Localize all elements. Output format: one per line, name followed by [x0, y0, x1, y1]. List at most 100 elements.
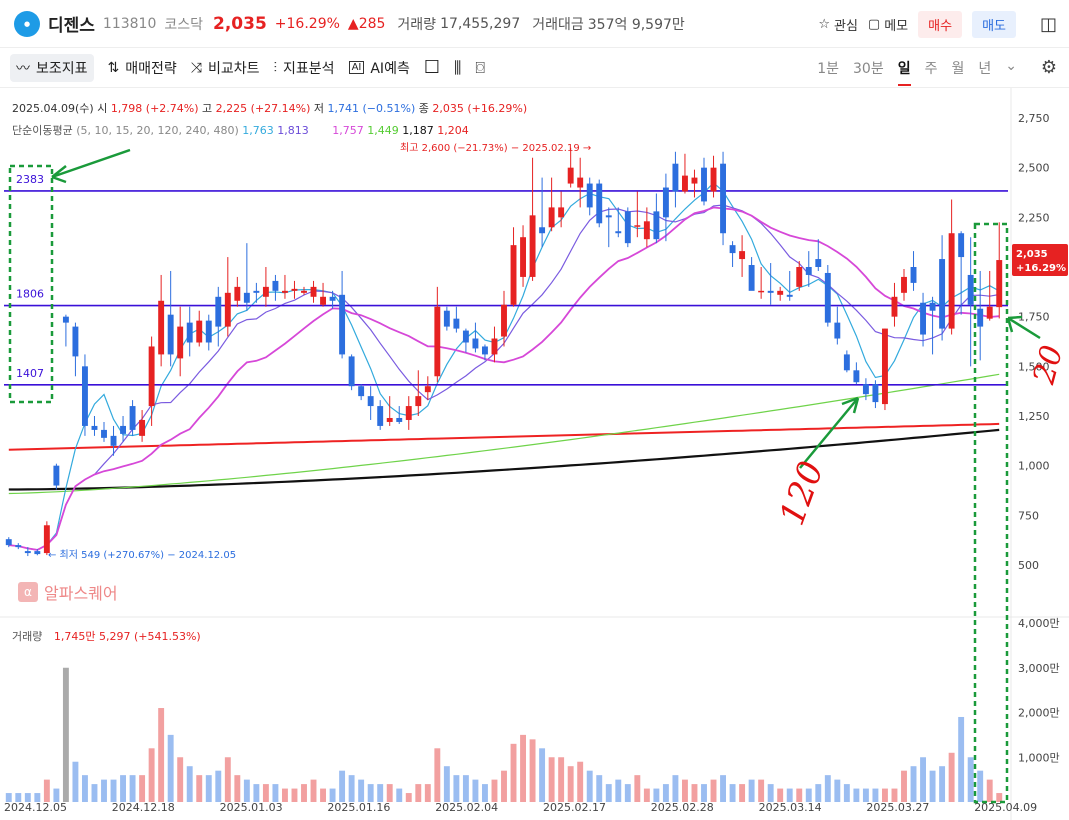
volume-bar: [882, 788, 888, 802]
volume-bar: [139, 775, 146, 802]
volume-bar: [853, 788, 860, 802]
indicators-button[interactable]: 〰 보조지표: [10, 53, 94, 82]
x-tick-label: 2025.01.03: [220, 801, 283, 814]
ma-legend: 단순이동평균 (5, 10, 15, 20, 120, 240, 480) 1,…: [12, 122, 469, 138]
y-tick-label: 1,750: [1018, 311, 1050, 324]
candle-body: [443, 310, 450, 327]
candle-body: [920, 302, 926, 335]
timeframe-week[interactable]: 주: [924, 61, 938, 77]
vol-tick-label: 3,000만: [1018, 662, 1060, 675]
volume-bar: [824, 775, 831, 802]
volume-bar: [5, 793, 12, 802]
volume-bar: [701, 784, 707, 802]
volume-bar: [910, 766, 917, 802]
ma10-value: 1,813: [277, 124, 309, 137]
volume-bar: [329, 788, 336, 802]
volume-bar: [234, 775, 241, 802]
timeframe-1min[interactable]: 1분: [817, 61, 839, 77]
open-label: 시: [97, 102, 108, 115]
volume-bar: [262, 784, 269, 802]
volume-bar: [177, 757, 184, 802]
volume-bar: [310, 779, 317, 802]
volume-bar: [862, 788, 869, 802]
volume-bar: [482, 784, 488, 802]
compare-label: 비교차트: [208, 60, 260, 77]
volume-bar: [367, 784, 374, 802]
candle-body: [148, 346, 155, 407]
candle-body: [710, 167, 717, 192]
volume-bar: [501, 770, 507, 802]
company-logo: ●: [14, 10, 40, 37]
chevron-down-icon[interactable]: ⌄: [1005, 58, 1017, 74]
compare-button[interactable]: ⤨ 비교차트: [191, 58, 260, 78]
ohlc-legend: 2025.04.09(수) 시 1,798 (+2.74%) 고 2,225 (…: [12, 100, 527, 116]
volume-bar: [720, 775, 726, 802]
arrow-annotation: [799, 396, 860, 469]
volume-bar: [167, 734, 174, 802]
volume-bar: [34, 793, 41, 802]
volume-bar: [129, 775, 136, 802]
volume-bar: [872, 788, 879, 802]
camera-icon[interactable]: ⌼: [475, 57, 485, 77]
candle-body: [529, 215, 536, 277]
analysis-button[interactable]: ⫶ 지표분석: [274, 58, 335, 78]
candle-body: [910, 267, 917, 283]
ma-periods: (5, 10, 15, 20, 120, 240, 480): [76, 124, 239, 137]
y-tick-label: 500: [1018, 559, 1039, 572]
buy-button[interactable]: 매수: [918, 11, 963, 38]
volume-bar: [320, 788, 326, 802]
memo-button[interactable]: ▢ 메모: [868, 15, 908, 34]
candle-body: [482, 346, 488, 355]
timeframe-30min[interactable]: 30분: [853, 61, 884, 77]
candle-type-icon[interactable]: ⫼: [453, 57, 462, 77]
candle-body: [796, 267, 803, 287]
gear-icon[interactable]: ⚙: [1040, 57, 1057, 78]
candle-body: [348, 356, 355, 387]
square-icon[interactable]: ☐: [423, 57, 440, 78]
candle-body: [186, 322, 193, 343]
candle-body: [891, 296, 898, 317]
stock-code: 113810: [102, 15, 157, 32]
volume-bar: [577, 761, 584, 802]
candle-body: [691, 177, 698, 184]
candle-body: [958, 233, 965, 258]
volume-bar: [196, 775, 203, 802]
volume-bar: [396, 788, 403, 802]
ma120-line: [8, 428, 1000, 491]
timeframe-month[interactable]: 월: [951, 61, 965, 77]
volume-bar: [920, 757, 926, 802]
timeframe-day[interactable]: 일: [897, 58, 911, 86]
ai-button[interactable]: AI AI예측: [348, 58, 410, 78]
watch-button[interactable]: ☆ 관심: [818, 15, 858, 34]
candle-body: [701, 167, 707, 202]
panel-toggle-icon[interactable]: ◫: [1039, 14, 1057, 35]
candle-body: [62, 316, 69, 323]
candle-body: [462, 330, 469, 343]
candle-body: [805, 267, 812, 275]
candle-body: [282, 290, 288, 293]
sell-button[interactable]: 매도: [972, 11, 1016, 38]
candle-body: [682, 175, 688, 192]
volume-value: 17,455,297: [440, 15, 521, 32]
ma15-value: 1,757: [332, 124, 364, 137]
candle-body: [329, 296, 336, 301]
strategy-button[interactable]: ⇅ 매매전략: [108, 58, 177, 78]
candle-body: [929, 302, 936, 311]
volume-bar: [729, 784, 736, 802]
candle-body: [662, 187, 669, 218]
candle-body: [491, 338, 498, 355]
candle-body: [396, 417, 403, 422]
timeframe-year[interactable]: 년: [978, 61, 992, 77]
volume-legend: 거래량 1,745만 5,297 (+541.53%): [12, 628, 201, 644]
change-percent: +16.29%: [274, 15, 340, 32]
price-chart[interactable]: 2,7502,5002,2502,0001,7501,5001,2501,000…: [0, 88, 1069, 820]
candle-body: [34, 551, 41, 555]
y-tick-label: 750: [1018, 509, 1039, 522]
candle-body: [262, 286, 269, 297]
candle-body: [53, 465, 60, 486]
volume-bar: [405, 793, 412, 802]
y-tick-label: 2,750: [1018, 112, 1050, 125]
low-value: 1,741 (−0.51%): [327, 102, 416, 115]
volume-bar: [148, 748, 155, 802]
candles-icon: ⫶: [273, 59, 278, 76]
